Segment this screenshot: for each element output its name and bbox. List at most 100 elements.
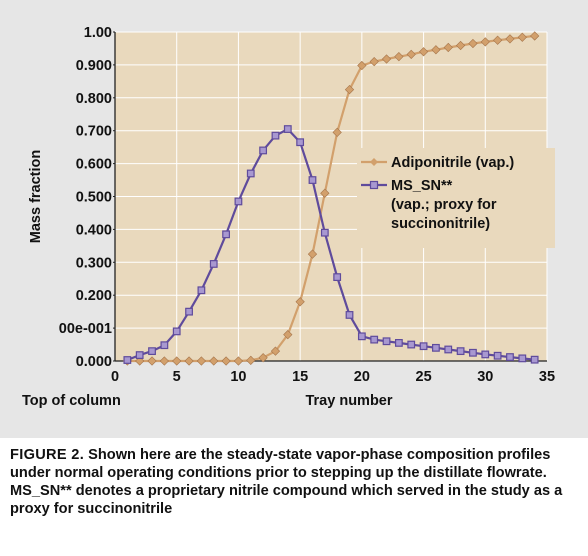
data-point-ms-sn: [469, 348, 477, 357]
legend-box: [357, 148, 555, 248]
data-point-ms-sn: [481, 350, 490, 359]
data-point-adiponitrile: [493, 35, 503, 45]
data-point-ms-sn: [444, 345, 453, 354]
data-point-adiponitrile: [517, 32, 527, 42]
data-point-ms-sn: [259, 146, 268, 155]
data-point-adiponitrile: [209, 356, 219, 366]
data-point-ms-sn: [246, 169, 255, 178]
data-point-ms-sn: [296, 138, 305, 147]
y-axis-title: Mass fraction: [28, 150, 44, 243]
y-tick-label: 0.300: [76, 255, 112, 271]
data-point-ms-sn: [172, 327, 181, 336]
data-point-ms-sn: [123, 356, 132, 364]
data-point-ms-sn: [234, 197, 243, 206]
y-tick-label: 0.500: [76, 190, 112, 206]
data-point-adiponitrile: [505, 34, 515, 44]
data-point-ms-sn: [283, 125, 292, 133]
data-point-adiponitrile: [270, 346, 281, 356]
data-point-ms-sn: [320, 228, 329, 237]
y-tick-label: 0.400: [76, 222, 112, 238]
data-point-ms-sn: [407, 340, 416, 349]
data-point-ms-sn: [382, 337, 391, 346]
data-point-adiponitrile: [159, 356, 169, 366]
legend-label-adiponitrile: Adiponitrile (vap.): [391, 155, 514, 171]
figure-panel: 0.000 00e-001 0.200 0.300 0.400 0.500 0.600 0.7…: [0, 0, 588, 438]
chart: 0.000 00e-001 0.200 0.300 0.400 0.500 0.600 0.7…: [22, 25, 555, 409]
caption-text: Shown here are the steady-state vapor-ph…: [10, 447, 563, 517]
y-tick-label: 0.800: [76, 91, 112, 107]
x-tick-label: 35: [539, 369, 555, 385]
legend-label-ms-sn-line: MS_SN**: [391, 178, 453, 194]
data-point-adiponitrile: [455, 40, 466, 51]
data-point-adiponitrile: [480, 37, 490, 47]
data-point-adiponitrile: [406, 49, 416, 59]
legend-marker-adiponitrile: [370, 158, 378, 166]
x-tick-label: 15: [292, 369, 308, 385]
x-tick-label: 0: [111, 369, 119, 385]
data-point-ms-sn: [160, 341, 169, 350]
data-point-ms-sn: [370, 335, 379, 344]
figure-caption: FIGURE 2. Shown here are the steady-stat…: [10, 446, 576, 518]
data-point-ms-sn: [518, 354, 527, 363]
legend-label-ms-sn-line: (vap.; proxy for: [391, 197, 497, 213]
data-point-adiponitrile: [184, 356, 194, 366]
data-point-adiponitrile: [332, 127, 342, 137]
data-point-ms-sn: [493, 351, 502, 360]
x-tick-label: 20: [354, 369, 370, 385]
data-point-adiponitrile: [295, 297, 305, 307]
y-tick-label: 1.00: [84, 25, 112, 41]
data-point-ms-sn: [419, 342, 428, 351]
data-point-adiponitrile: [233, 356, 244, 366]
data-point-ms-sn: [197, 286, 206, 295]
x-tick-label: 5: [173, 369, 181, 385]
data-point-adiponitrile: [344, 84, 355, 95]
data-point-adiponitrile: [369, 56, 379, 67]
data-point-adiponitrile: [221, 356, 231, 366]
data-point-ms-sn: [456, 347, 465, 356]
data-point-adiponitrile: [147, 356, 157, 366]
data-point-ms-sn: [209, 260, 218, 268]
data-point-ms-sn: [271, 131, 280, 140]
data-point-adiponitrile: [283, 330, 293, 340]
data-point-adiponitrile: [443, 42, 453, 53]
y-tick-label: 00e-001: [59, 321, 112, 337]
legend-marker-ms-sn: [369, 180, 379, 190]
top-of-column-label: Top of column: [22, 393, 121, 409]
y-tick-label: 0.900: [76, 58, 112, 74]
data-point-adiponitrile: [357, 60, 367, 71]
x-tick-label: 25: [416, 369, 432, 385]
data-point-adiponitrile: [172, 356, 182, 366]
x-axis-title: Tray number: [305, 393, 392, 409]
x-tick-label: 10: [230, 369, 246, 385]
data-point-ms-sn: [222, 230, 230, 239]
data-point-ms-sn: [432, 343, 440, 352]
data-point-adiponitrile: [196, 356, 207, 366]
data-point-adiponitrile: [381, 54, 392, 64]
data-point-ms-sn: [530, 355, 539, 364]
data-point-ms-sn: [148, 347, 156, 356]
data-point-adiponitrile: [418, 47, 429, 57]
data-point-adiponitrile: [394, 52, 404, 62]
series-line-ms-sn: [126, 128, 535, 362]
y-tick-label: 0.600: [76, 157, 112, 173]
data-point-adiponitrile: [307, 249, 318, 259]
y-tick-label: 0.000: [76, 354, 112, 370]
caption-label: FIGURE 2.: [10, 447, 85, 463]
data-point-ms-sn: [506, 353, 514, 361]
data-point-ms-sn: [135, 351, 144, 359]
data-point-ms-sn: [345, 311, 354, 319]
data-point-ms-sn: [308, 176, 317, 184]
series-line-adiponitrile: [127, 34, 535, 363]
data-point-ms-sn: [333, 273, 342, 282]
data-point-ms-sn: [185, 307, 193, 316]
data-point-adiponitrile: [246, 355, 256, 365]
data-point-adiponitrile: [320, 188, 330, 198]
legend-label-ms-sn-line: succinonitrile): [391, 216, 490, 232]
data-point-adiponitrile: [530, 31, 540, 41]
data-point-adiponitrile: [468, 38, 478, 49]
x-tick-label: 30: [477, 369, 493, 385]
y-tick-label: 0.200: [76, 288, 112, 304]
y-tick-label: 0.700: [76, 124, 112, 140]
data-point-adiponitrile: [431, 45, 441, 55]
data-point-ms-sn: [357, 332, 366, 341]
